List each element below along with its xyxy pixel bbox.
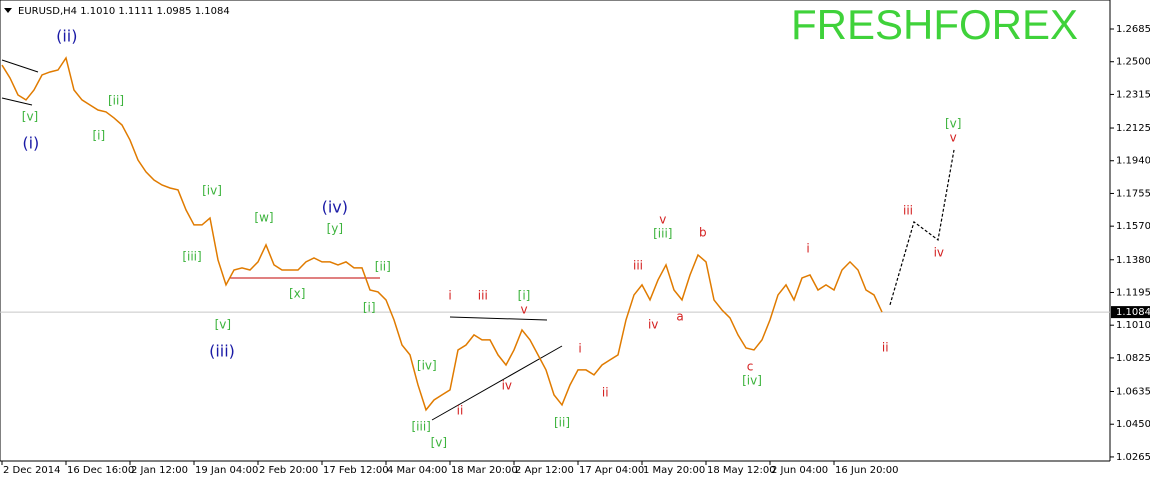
wave-label: ii bbox=[882, 341, 889, 355]
y-tick-label: 1.1940 bbox=[1116, 156, 1150, 167]
wave-label: i bbox=[806, 241, 809, 255]
wave-label: v bbox=[950, 130, 957, 144]
wave-label: [i] bbox=[363, 300, 376, 314]
wave-label: v bbox=[520, 302, 527, 316]
wave-label: [i] bbox=[92, 128, 105, 142]
x-tick-label: 17 Apr 04:00 bbox=[579, 465, 644, 476]
projection-line bbox=[889, 149, 955, 306]
x-tick-label: 2 Jan 12:00 bbox=[131, 465, 188, 476]
last-price-label: 1.1084 bbox=[1116, 307, 1150, 318]
wave-label: iii bbox=[903, 203, 913, 217]
x-tick-label: 16 Jun 20:00 bbox=[835, 465, 899, 476]
wave-label: (iii) bbox=[209, 341, 235, 360]
x-tick-label: 2 Dec 2014 bbox=[3, 465, 61, 476]
wave-label: [iii] bbox=[182, 249, 201, 263]
price-line bbox=[1, 56, 883, 412]
wave-label: [ii] bbox=[108, 93, 124, 107]
wave-label: ii bbox=[602, 385, 609, 399]
wave-label: (i) bbox=[22, 133, 39, 152]
wave-label: [ii] bbox=[554, 415, 570, 429]
x-tick-label: 19 Jan 04:00 bbox=[195, 465, 258, 476]
wave-label: [i] bbox=[518, 289, 531, 303]
wave-label: [iv] bbox=[742, 373, 762, 387]
menu-triangle[interactable] bbox=[4, 8, 12, 13]
chart-header: EURUSD,H4 1.1010 1.1111 1.0985 1.1084 bbox=[18, 6, 230, 17]
y-tick-label: 1.0265 bbox=[1116, 452, 1150, 463]
y-tick-label: 1.1755 bbox=[1116, 188, 1150, 199]
wave-label: (ii) bbox=[56, 26, 77, 45]
y-tick-label: 1.1380 bbox=[1116, 255, 1150, 266]
y-tick-label: 1.1570 bbox=[1116, 221, 1150, 232]
wave-label: [iii] bbox=[412, 419, 431, 433]
y-tick-label: 1.1195 bbox=[1116, 287, 1150, 298]
last-price-box bbox=[1111, 306, 1150, 319]
x-tick-label: 4 Mar 04:00 bbox=[387, 465, 447, 476]
x-tick-label: 1 May 20:00 bbox=[643, 465, 705, 476]
wave-label: [iii] bbox=[653, 226, 672, 240]
wave-label: [v] bbox=[431, 435, 447, 449]
wave-label: [v] bbox=[945, 116, 961, 130]
x-tick-label: 18 May 12:00 bbox=[707, 465, 776, 476]
wave-label: [v] bbox=[22, 110, 38, 124]
wave-label: b bbox=[699, 225, 707, 239]
wave-label: [y] bbox=[327, 221, 343, 235]
y-tick-label: 1.0635 bbox=[1116, 387, 1150, 398]
wave-label: iii bbox=[478, 289, 488, 303]
wave-label: (iv) bbox=[322, 197, 348, 216]
wave-label: iv bbox=[502, 378, 512, 392]
x-tick-label: 2 Apr 12:00 bbox=[515, 465, 574, 476]
wave-label: iii bbox=[633, 258, 643, 272]
wave-label: i bbox=[578, 341, 581, 355]
y-tick-label: 1.2125 bbox=[1116, 123, 1150, 134]
y-tick-label: 1.0825 bbox=[1116, 353, 1150, 364]
x-tick-label: 2 Feb 20:00 bbox=[259, 465, 318, 476]
wave-label: iv bbox=[648, 318, 658, 332]
trend-line bbox=[1, 59, 39, 73]
wave-label: [w] bbox=[254, 211, 273, 225]
watermark: FRESHFOREX bbox=[791, 1, 1078, 48]
trend-line bbox=[449, 316, 548, 321]
wave-label: [iv] bbox=[202, 183, 222, 197]
x-tick-label: 16 Dec 16:00 bbox=[67, 465, 134, 476]
wave-label: c bbox=[747, 359, 754, 373]
wave-label: [ii] bbox=[375, 260, 391, 274]
x-tick-label: 2 Jun 04:00 bbox=[771, 465, 828, 476]
x-tick-label: 17 Feb 12:00 bbox=[323, 465, 389, 476]
wave-label: [iv] bbox=[417, 358, 437, 372]
wave-label: [v] bbox=[215, 318, 231, 332]
trend-line bbox=[1, 97, 33, 106]
wave-label: a bbox=[676, 309, 683, 323]
wave-label: iv bbox=[934, 245, 944, 259]
y-tick-label: 1.0450 bbox=[1116, 419, 1150, 430]
y-tick-label: 1.2685 bbox=[1116, 24, 1150, 35]
wave-label: ii bbox=[457, 403, 464, 417]
y-tick-label: 1.1010 bbox=[1116, 320, 1150, 331]
wave-label: v bbox=[659, 212, 666, 226]
x-tick-label: 18 Mar 20:00 bbox=[451, 465, 518, 476]
wave-label: i bbox=[448, 289, 451, 303]
y-tick-label: 1.2315 bbox=[1116, 89, 1150, 100]
y-tick-label: 1.2500 bbox=[1116, 57, 1150, 68]
wave-label: [x] bbox=[289, 286, 305, 300]
